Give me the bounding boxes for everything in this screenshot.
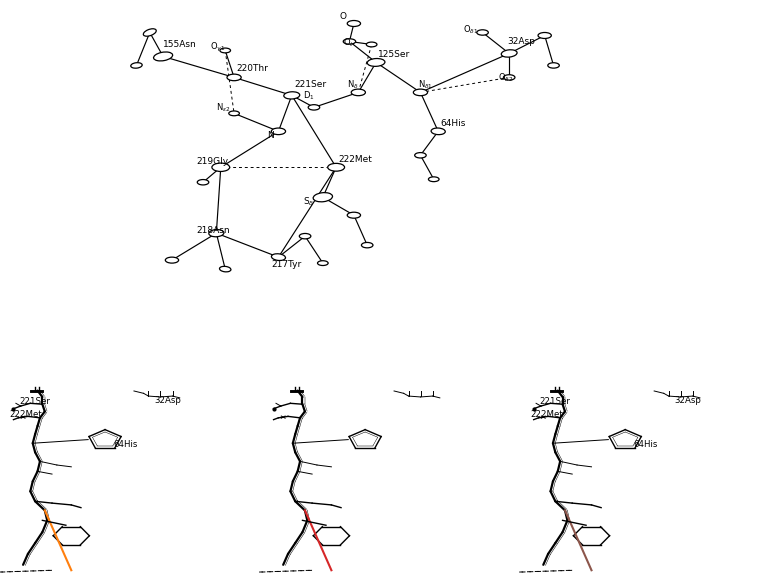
Ellipse shape	[431, 128, 445, 135]
Ellipse shape	[308, 105, 320, 110]
Ellipse shape	[227, 74, 241, 81]
Text: O: O	[340, 12, 347, 21]
Text: 64His: 64His	[113, 439, 138, 449]
Text: 221Ser: 221Ser	[19, 397, 50, 406]
Ellipse shape	[154, 52, 173, 61]
Ellipse shape	[415, 153, 426, 158]
Ellipse shape	[272, 254, 285, 260]
Ellipse shape	[503, 75, 515, 80]
Ellipse shape	[220, 48, 230, 53]
Ellipse shape	[229, 111, 239, 116]
Ellipse shape	[428, 177, 439, 181]
Text: D$_1$: D$_1$	[303, 89, 314, 101]
Ellipse shape	[343, 39, 356, 44]
Text: S$_\delta$: S$_\delta$	[303, 195, 314, 208]
Ellipse shape	[351, 89, 366, 96]
Text: 64His: 64His	[441, 119, 466, 128]
Ellipse shape	[317, 261, 328, 266]
Text: 32Asp: 32Asp	[507, 37, 535, 46]
Ellipse shape	[284, 92, 300, 99]
Text: O$_{\gamma1}$: O$_{\gamma1}$	[210, 41, 225, 54]
Ellipse shape	[501, 50, 517, 57]
Text: O$_{\delta1}$: O$_{\delta1}$	[463, 23, 478, 36]
Ellipse shape	[548, 63, 559, 68]
Text: 155Asn: 155Asn	[163, 40, 197, 49]
Text: N$_\delta$: N$_\delta$	[347, 79, 359, 91]
Ellipse shape	[131, 63, 142, 68]
Ellipse shape	[143, 29, 156, 36]
Ellipse shape	[361, 242, 373, 248]
Text: 32Asp: 32Asp	[155, 396, 181, 405]
Ellipse shape	[477, 30, 488, 35]
Text: 219Gly: 219Gly	[197, 157, 229, 166]
Text: 217Tyr: 217Tyr	[272, 260, 302, 269]
Ellipse shape	[366, 42, 377, 47]
Ellipse shape	[538, 32, 552, 39]
Ellipse shape	[327, 164, 344, 171]
Ellipse shape	[413, 89, 428, 96]
Text: 221Ser: 221Ser	[294, 81, 326, 89]
Text: 222Met: 222Met	[10, 410, 43, 419]
Text: 221Ser: 221Ser	[539, 397, 571, 406]
Ellipse shape	[347, 212, 360, 218]
Ellipse shape	[299, 233, 311, 239]
Text: 125Ser: 125Ser	[378, 51, 411, 59]
Text: N$_{\varepsilon2}$: N$_{\varepsilon2}$	[216, 101, 231, 113]
Ellipse shape	[313, 192, 333, 202]
Text: 218Asn: 218Asn	[197, 226, 230, 234]
Text: O$_{\delta2}$: O$_{\delta2}$	[498, 71, 513, 84]
Text: N$_{\delta1}$: N$_{\delta1}$	[418, 79, 433, 91]
Ellipse shape	[367, 59, 385, 66]
Text: 220Thr: 220Thr	[236, 64, 269, 73]
Text: 32Asp: 32Asp	[675, 396, 702, 405]
Ellipse shape	[197, 180, 209, 185]
Text: N: N	[268, 131, 274, 141]
Ellipse shape	[347, 21, 360, 26]
Ellipse shape	[212, 163, 230, 172]
Ellipse shape	[165, 257, 178, 263]
Ellipse shape	[209, 230, 224, 237]
Text: 64His: 64His	[633, 439, 658, 449]
Ellipse shape	[220, 266, 231, 272]
Text: 222Met: 222Met	[338, 156, 373, 164]
Ellipse shape	[272, 128, 285, 135]
Text: O$_t$: O$_t$	[343, 37, 354, 49]
Text: 222Met: 222Met	[530, 410, 563, 419]
